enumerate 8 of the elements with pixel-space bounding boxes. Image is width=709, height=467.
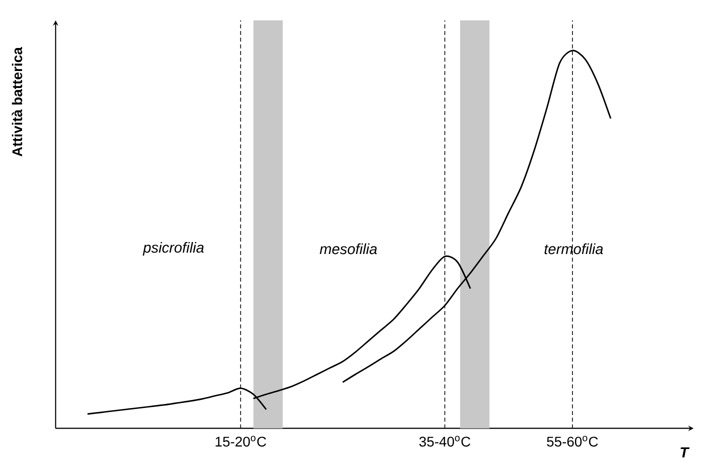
x-tick-label: 35-40$^{o}$C xyxy=(419,436,470,447)
x-tick-label: 55-60$^{o}$C xyxy=(546,436,598,447)
x-tick-label: 15-20$^{o}$C xyxy=(216,436,266,447)
annotation: psicrofilia xyxy=(142,242,204,256)
annotation: mesofilia xyxy=(320,243,377,254)
x-axis-title: T xyxy=(680,447,690,458)
annotation: termofilia xyxy=(544,243,603,254)
y-axis-title: Attività batterica xyxy=(12,47,22,156)
